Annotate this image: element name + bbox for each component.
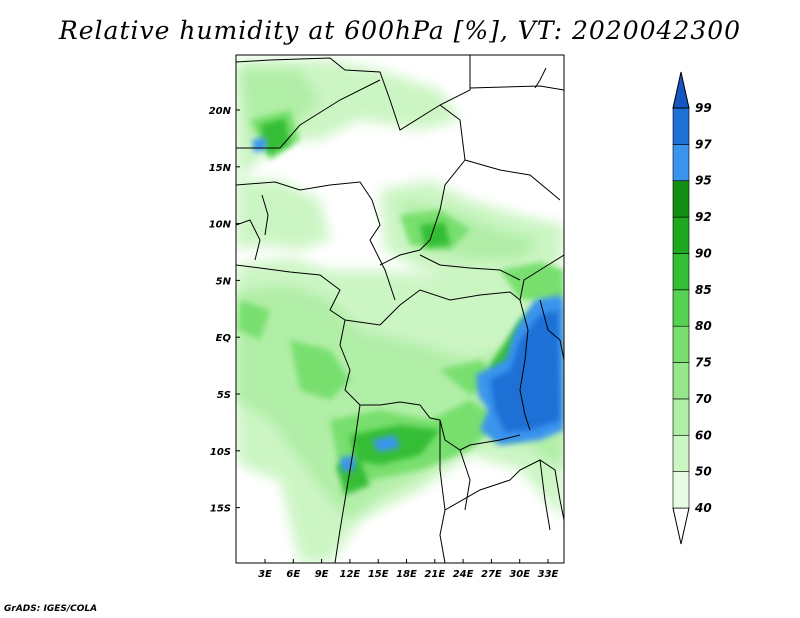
colorbar-segment	[672, 144, 690, 182]
lat-tick-label: 10N	[209, 220, 232, 231]
lon-tick-label: 15E	[368, 569, 389, 580]
colorbar: 40 50 60 70 75 80 85 90 92 95 97 99	[672, 71, 712, 545]
grads-credit: GrADS: IGES/COLA	[4, 604, 98, 614]
colorbar-label: 85	[695, 283, 712, 297]
colorbar-segment	[672, 216, 690, 254]
colorbar-label: 90	[695, 246, 712, 260]
lat-tick-label: EQ	[216, 333, 232, 344]
colorbar-label: 40	[694, 501, 712, 515]
colorbar-segment	[672, 471, 690, 509]
colorbar-label: 80	[695, 319, 712, 333]
colorbar-label: 60	[695, 428, 712, 442]
lon-tick-label: 9E	[315, 569, 329, 580]
colorbar-segment	[672, 180, 690, 218]
colorbar-label: 95	[695, 174, 712, 188]
lon-tick-label: 21E	[424, 569, 445, 580]
colorbar-label: 99	[695, 101, 712, 115]
colorbar-segment	[672, 107, 690, 145]
lat-tick-label: 5S	[217, 390, 231, 401]
lat-tick-label: 5N	[216, 276, 232, 287]
country-borders	[236, 55, 564, 563]
colorbar-segment	[672, 289, 690, 327]
colorbar-segment	[672, 253, 690, 291]
colorbar-segment	[672, 507, 690, 545]
colorbar-label: 92	[695, 210, 712, 224]
colorbar-label: 70	[695, 392, 712, 406]
lat-tick-label: 15S	[210, 504, 231, 515]
lon-tick-label: 30E	[509, 569, 530, 580]
humidity-field	[236, 55, 564, 563]
colorbar-label: 97	[695, 137, 712, 151]
lon-tick-label: 3E	[258, 569, 272, 580]
colorbar-label: 75	[695, 356, 712, 370]
colorbar-label: 50	[695, 465, 712, 479]
lon-tick-label: 6E	[286, 569, 300, 580]
chart-title: Relative humidity at 600hPa [%], VT: 202…	[58, 16, 742, 45]
lon-tick-label: 18E	[396, 569, 417, 580]
lat-tick-label: 20N	[209, 106, 232, 117]
lat-tick-label: 10S	[210, 447, 231, 458]
lon-tick-label: 33E	[538, 569, 559, 580]
lon-tick-label: 12E	[340, 569, 361, 580]
lon-tick-label: 27E	[481, 569, 502, 580]
lat-tick-label: 15N	[209, 163, 232, 174]
colorbar-segment	[672, 325, 690, 363]
colorbar-segment	[672, 434, 690, 472]
lon-tick-label: 24E	[453, 569, 474, 580]
colorbar-segment	[672, 71, 690, 109]
colorbar-segment	[672, 362, 690, 400]
colorbar-segment	[672, 398, 690, 436]
